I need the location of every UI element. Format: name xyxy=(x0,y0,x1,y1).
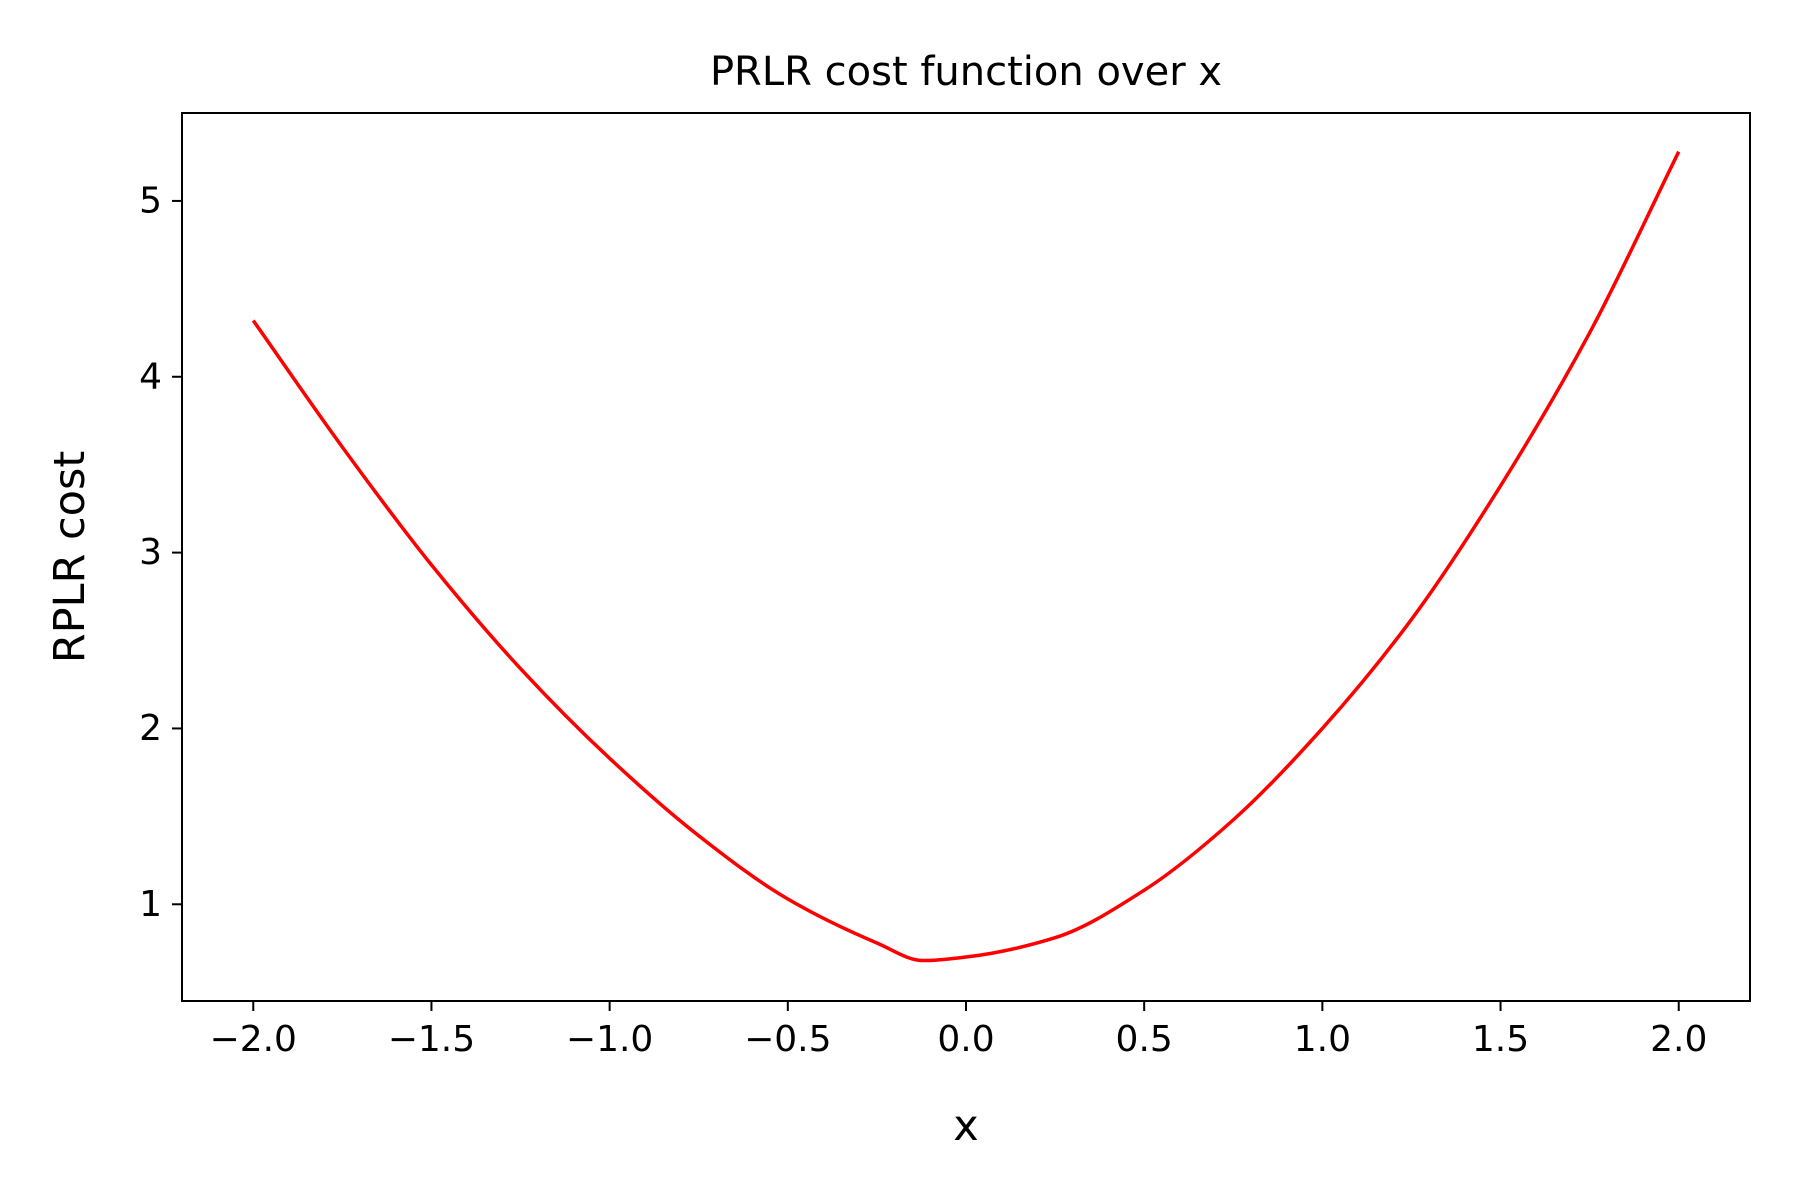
series-line-0 xyxy=(251,150,1681,963)
y-tick-label: 2 xyxy=(139,708,162,749)
y-tick-label: 5 xyxy=(139,180,162,221)
x-axis-ticks: −2.0 −1.5 −1.0 −0.5 0.0 0.5 1.0 1.5 2.0 xyxy=(210,1001,1707,1060)
plot-area-frame xyxy=(181,112,1751,1002)
x-tick-label: 1.0 xyxy=(1294,1019,1351,1060)
series-layer xyxy=(251,150,1681,963)
chart-title: PRLR cost function over x xyxy=(710,49,1222,95)
y-axis-title: RPLR cost xyxy=(45,451,95,664)
y-tick-label: 3 xyxy=(139,532,162,573)
x-tick-label: 0.5 xyxy=(1116,1019,1173,1060)
y-tick-label: 4 xyxy=(139,356,162,397)
x-tick-label: 0.0 xyxy=(937,1019,994,1060)
x-tick-label: −1.0 xyxy=(566,1019,653,1060)
x-tick-label: 2.0 xyxy=(1650,1019,1707,1060)
x-tick-label: 1.5 xyxy=(1472,1019,1529,1060)
y-axis-ticks: 1 2 3 4 5 xyxy=(139,180,182,925)
x-tick-label: −2.0 xyxy=(210,1019,297,1060)
y-tick-label: 1 xyxy=(139,884,162,925)
x-tick-label: −1.5 xyxy=(388,1019,475,1060)
x-axis-title: x xyxy=(953,1101,978,1151)
x-tick-label: −0.5 xyxy=(744,1019,831,1060)
